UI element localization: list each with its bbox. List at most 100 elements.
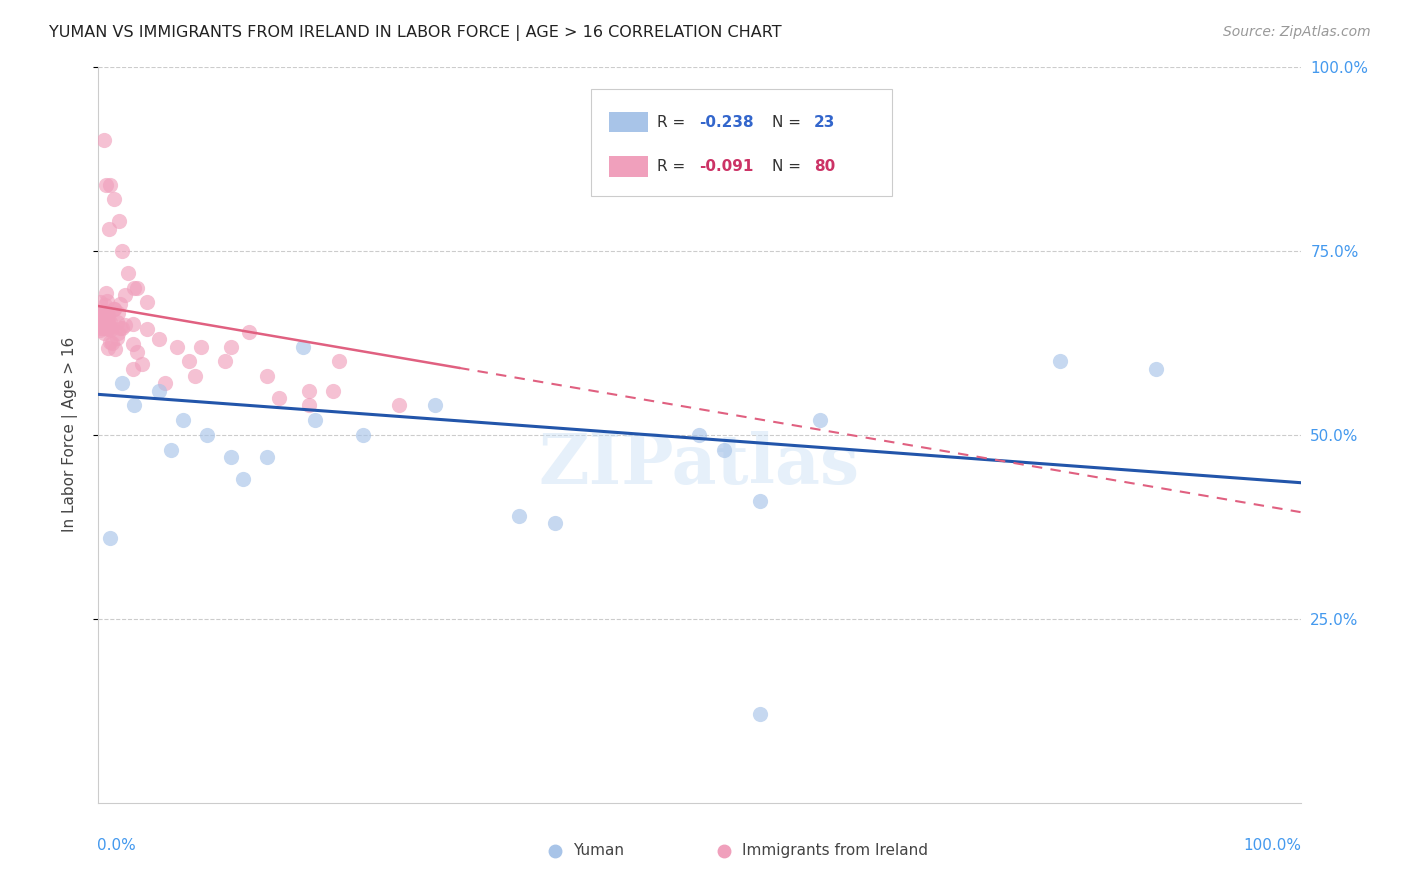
Point: [135, 295, 157, 310]
Point: [90, 308, 112, 322]
Point: [89, 306, 111, 320]
Point: [352, 427, 374, 442]
Point: [122, 362, 145, 376]
Point: [713, 442, 735, 457]
Point: [124, 281, 146, 295]
Point: [111, 244, 134, 258]
Point: [125, 344, 148, 359]
Point: [91, 318, 114, 333]
Point: [232, 472, 254, 486]
Point: [89, 315, 111, 329]
Point: [114, 288, 136, 302]
Text: N =: N =: [772, 159, 806, 174]
Point: [98, 316, 121, 330]
Y-axis label: In Labor Force | Age > 16: In Labor Force | Age > 16: [62, 337, 77, 533]
Point: [93, 326, 115, 341]
Point: [105, 331, 128, 345]
Point: [107, 306, 129, 320]
Point: [100, 336, 122, 351]
Text: R =: R =: [658, 114, 690, 129]
Point: [544, 516, 567, 530]
FancyBboxPatch shape: [609, 156, 648, 177]
Point: [96, 310, 118, 324]
Point: [388, 398, 411, 412]
Point: [172, 413, 194, 427]
Point: [100, 322, 122, 336]
Point: [122, 317, 145, 331]
Point: [103, 302, 125, 317]
Point: [94, 306, 117, 320]
Point: [135, 321, 157, 335]
Point: [93, 133, 115, 147]
Point: [190, 340, 212, 354]
Point: [96, 286, 118, 301]
Point: [1144, 361, 1167, 376]
Text: ZIPatlas: ZIPatlas: [538, 431, 860, 498]
Point: [688, 427, 710, 442]
Point: [256, 369, 278, 384]
Point: [96, 319, 118, 334]
Point: [108, 320, 131, 334]
Point: [124, 398, 146, 412]
Point: [98, 334, 121, 349]
Point: [89, 323, 111, 337]
Text: 0.0%: 0.0%: [97, 838, 136, 853]
Point: [94, 318, 117, 332]
Text: N =: N =: [772, 114, 806, 129]
Point: [131, 357, 153, 371]
Text: R =: R =: [658, 159, 690, 174]
Point: [98, 222, 121, 236]
Text: 80: 80: [814, 159, 835, 174]
Point: [89, 308, 111, 322]
Point: [110, 297, 132, 311]
Point: [94, 316, 117, 330]
Point: [508, 508, 530, 523]
Point: [111, 321, 134, 335]
Point: [108, 214, 131, 228]
FancyBboxPatch shape: [609, 112, 648, 132]
Point: [91, 317, 114, 331]
Point: [97, 317, 120, 331]
Point: [93, 298, 115, 312]
Point: [96, 313, 118, 327]
Point: [96, 320, 118, 334]
Point: [98, 317, 121, 331]
Point: [125, 281, 148, 295]
Point: [114, 318, 136, 333]
Point: [96, 304, 118, 318]
Point: [94, 178, 117, 192]
Point: [748, 494, 770, 508]
Text: Source: ZipAtlas.com: Source: ZipAtlas.com: [1223, 25, 1371, 39]
Point: [90, 314, 112, 328]
Point: [328, 354, 350, 368]
Point: [91, 315, 114, 329]
Point: [298, 398, 321, 412]
Point: [94, 317, 117, 331]
Point: [148, 384, 170, 398]
Point: [183, 369, 205, 384]
Point: [153, 376, 176, 391]
Point: [103, 301, 125, 316]
Point: [117, 266, 139, 280]
Point: [267, 391, 290, 405]
Point: [177, 354, 200, 368]
Point: [91, 321, 114, 335]
Point: [291, 340, 314, 354]
Point: [219, 450, 242, 464]
Text: -0.238: -0.238: [699, 114, 754, 129]
Point: [90, 321, 112, 335]
Text: Immigrants from Ireland: Immigrants from Ireland: [741, 843, 928, 858]
Point: [97, 322, 120, 336]
Point: [105, 315, 128, 329]
Point: [298, 384, 321, 398]
Point: [256, 450, 278, 464]
Point: [100, 531, 122, 545]
Point: [96, 294, 118, 309]
Point: [322, 384, 344, 398]
Point: [103, 193, 125, 207]
Point: [97, 341, 120, 355]
Point: [238, 325, 260, 339]
Point: [97, 308, 120, 322]
Point: [166, 340, 188, 354]
FancyBboxPatch shape: [592, 89, 891, 195]
